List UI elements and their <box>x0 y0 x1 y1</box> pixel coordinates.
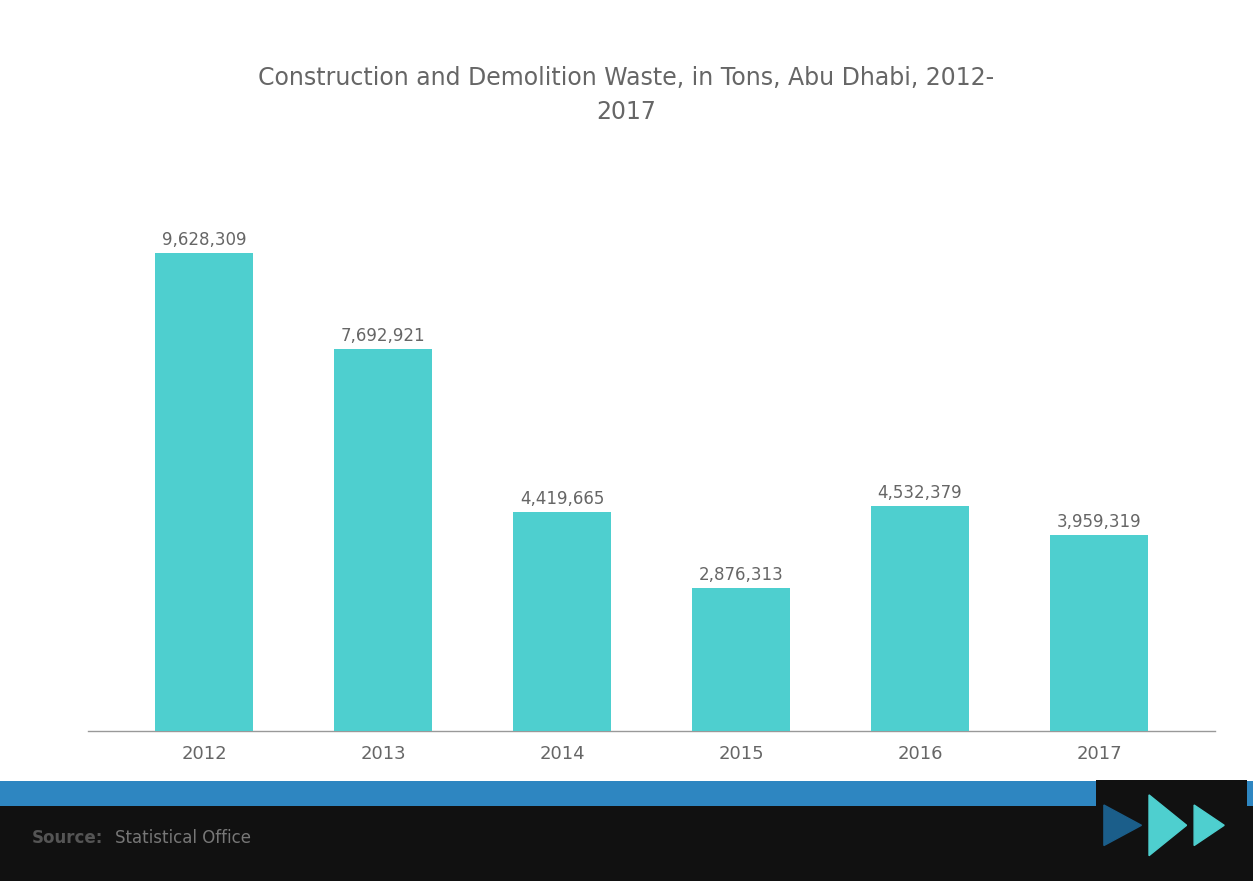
Polygon shape <box>1149 795 1187 855</box>
Polygon shape <box>1104 805 1141 846</box>
Bar <box>1050 535 1148 731</box>
Text: 3,959,319: 3,959,319 <box>1056 513 1141 530</box>
Text: 4,532,379: 4,532,379 <box>878 485 962 502</box>
Bar <box>512 512 611 731</box>
Bar <box>155 253 253 731</box>
Bar <box>871 507 970 731</box>
Text: Statistical Office: Statistical Office <box>115 828 252 847</box>
Bar <box>333 349 432 731</box>
Text: 4,419,665: 4,419,665 <box>520 490 604 507</box>
Text: Construction and Demolition Waste, in Tons, Abu Dhabi, 2012-
2017: Construction and Demolition Waste, in To… <box>258 66 995 123</box>
Polygon shape <box>1194 805 1224 846</box>
Bar <box>692 589 791 731</box>
Text: Source:: Source: <box>31 828 103 847</box>
Text: 9,628,309: 9,628,309 <box>162 231 247 249</box>
Text: 7,692,921: 7,692,921 <box>341 327 425 345</box>
Text: 2,876,313: 2,876,313 <box>699 566 783 584</box>
